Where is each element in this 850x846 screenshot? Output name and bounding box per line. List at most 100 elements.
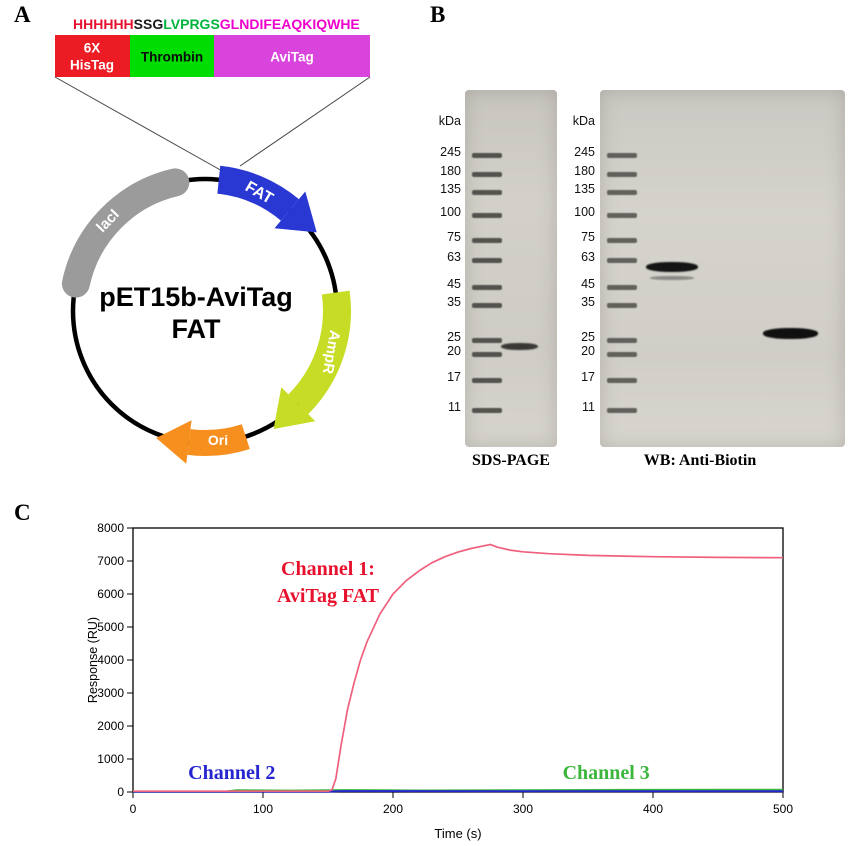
kda-label-35: 35	[581, 295, 595, 309]
ladder-band-17	[607, 378, 637, 383]
plot-frame	[132, 527, 784, 793]
ori-feature	[187, 424, 250, 457]
kda-label-75: 75	[581, 230, 595, 244]
sds-page-caption: SDS-PAGE	[472, 452, 550, 469]
western-blot-gel	[600, 90, 845, 447]
channel-annotation-4: Channel 3	[563, 762, 650, 784]
linker-sequence: SSG	[134, 16, 164, 32]
ladder-band-45	[472, 285, 502, 290]
kda-label-20: 20	[447, 344, 461, 358]
x-tick-label-100: 100	[253, 802, 273, 816]
band-biotinylated-fat	[763, 328, 818, 339]
kda-label-45: 45	[447, 277, 461, 291]
ampr-arrowhead	[273, 387, 316, 429]
connector-line-left	[54, 76, 225, 173]
ladder-band-100	[472, 213, 502, 218]
ladder-band-25	[472, 338, 502, 343]
ori-label: Ori	[208, 432, 228, 448]
ladder-band-63	[472, 258, 502, 263]
series-channel-1	[133, 543, 784, 793]
kda-label-75: 75	[447, 230, 461, 244]
ladder-band-100	[607, 213, 637, 218]
ladder-band-20	[472, 352, 502, 357]
kda-unit-gel2: kDa	[572, 114, 595, 128]
x-tick-label-400: 400	[643, 802, 663, 816]
histag-box-label-line1: 6X	[84, 41, 101, 56]
y-tick-label-1000: 1000	[97, 752, 124, 766]
kda-label-135: 135	[440, 182, 461, 196]
ladder-band-180	[472, 172, 502, 177]
ori-arrowhead	[156, 420, 192, 464]
kda-label-17: 17	[581, 370, 595, 384]
ladder-band-11	[607, 408, 637, 413]
ladder-band-35	[472, 303, 502, 308]
band-avitag-fat-sds	[501, 343, 538, 350]
ladder-band-135	[472, 190, 502, 195]
kda-unit-gel1: kDa	[438, 114, 461, 128]
band-biotinylated-mbp-minor	[650, 276, 694, 280]
x-tick-label-300: 300	[513, 802, 533, 816]
avitag-box	[214, 35, 370, 77]
kda-label-11: 11	[582, 400, 595, 414]
thrombin-box	[130, 35, 214, 77]
panel-a-letter: A	[14, 2, 31, 27]
kda-label-45: 45	[581, 277, 595, 291]
ladder-band-245	[607, 153, 637, 158]
y-tick-label-7000: 7000	[97, 554, 124, 568]
ladder-band-20	[607, 352, 637, 357]
ladder-band-63	[607, 258, 637, 263]
band-biotinylated-mbp	[646, 262, 698, 272]
kda-label-135: 135	[574, 182, 595, 196]
plasmid-map: HHHHHHSSGLVPRGSGLNDIFEAQKIQWHE 6X HisTag…	[54, 16, 371, 464]
channel-annotation-3: Channel 2	[188, 762, 275, 784]
kda-label-63: 63	[581, 250, 595, 264]
histag-sequence: HHHHHH	[73, 16, 134, 32]
y-axis-title: Response (RU)	[86, 617, 100, 703]
ladder-band-135	[607, 190, 637, 195]
kda-label-63: 63	[447, 250, 461, 264]
thrombin-sequence: LVPRGS	[163, 16, 220, 32]
histag-box	[55, 35, 130, 77]
western-blot-caption: WB: Anti-Biotin	[643, 452, 757, 469]
y-tick-label-3000: 3000	[97, 686, 124, 700]
panel-b: B kDa AviTag FAT SDS-PAGE kDa Biotinylat…	[430, 2, 845, 469]
spr-chart: 0 1000 2000 3000 4000 5000 6000 7000 8000 0 100 200…	[86, 521, 793, 841]
laci-feature	[61, 168, 190, 298]
avitag-box-label: AviTag	[270, 50, 314, 65]
kda-label-245: 245	[574, 145, 595, 159]
sds-page-gel	[465, 90, 557, 447]
avitag-sequence: GLNDIFEAQKIQWHE	[220, 16, 360, 32]
panel-b-letter: B	[430, 2, 446, 27]
kda-label-25: 25	[447, 330, 461, 344]
ladder-band-17	[472, 378, 502, 383]
ladder-band-45	[607, 285, 637, 290]
channel-annotation-2: AviTag FAT	[277, 585, 380, 607]
panel-c-letter: C	[14, 500, 31, 525]
y-tick-label-8000: 8000	[97, 521, 124, 535]
kda-label-20: 20	[581, 344, 595, 358]
y-tick-label-4000: 4000	[97, 653, 124, 667]
x-tick-label-200: 200	[383, 802, 403, 816]
ladder-band-75	[607, 238, 637, 243]
kda-label-245: 245	[440, 145, 461, 159]
y-tick-label-2000: 2000	[97, 719, 124, 733]
ladder-band-35	[607, 303, 637, 308]
kda-label-100: 100	[574, 205, 595, 219]
kda-label-180: 180	[440, 164, 461, 178]
channel-annotation-1: Channel 1:	[281, 558, 375, 580]
x-axis-title: Time (s)	[434, 826, 481, 841]
x-tick-label-500: 500	[773, 802, 793, 816]
plasmid-name-line2: FAT	[172, 314, 221, 344]
fat-arrowhead	[274, 191, 317, 233]
kda-label-11: 11	[448, 400, 461, 414]
kda-label-25: 25	[581, 330, 595, 344]
ladder-band-11	[472, 408, 502, 413]
ladder-band-245	[472, 153, 502, 158]
tag-sequence: HHHHHHSSGLVPRGSGLNDIFEAQKIQWHE	[73, 16, 360, 32]
y-tick-label-6000: 6000	[97, 587, 124, 601]
x-tick-label-0: 0	[130, 802, 137, 816]
fat-feature	[216, 165, 299, 221]
y-tick-label-0: 0	[117, 785, 124, 799]
kda-label-180: 180	[574, 164, 595, 178]
